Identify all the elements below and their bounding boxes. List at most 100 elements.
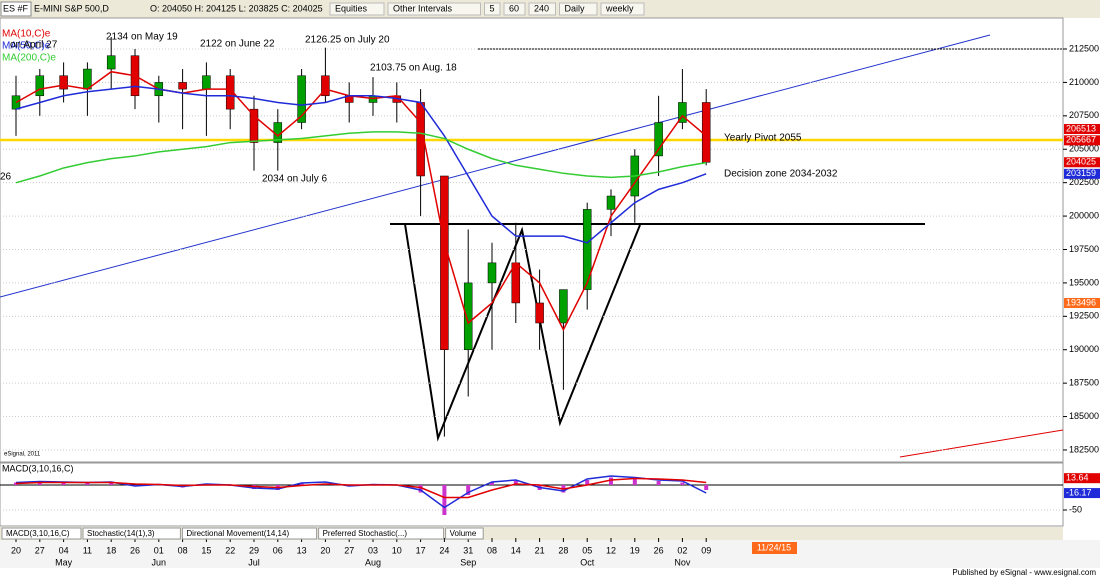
- toolbar-button[interactable]: [329, 2, 385, 16]
- price-label-box: [1064, 168, 1100, 179]
- tab-label: Volume: [450, 529, 477, 538]
- toolbar-button[interactable]: [503, 2, 526, 16]
- histogram-bar: [109, 483, 114, 485]
- x-tick-label: 14: [511, 545, 521, 555]
- annotation: 2126.25 on July 20: [305, 35, 390, 46]
- y-tick-label: 202500: [1069, 177, 1099, 187]
- candle-body: [559, 289, 568, 324]
- tab[interactable]: [1, 527, 82, 540]
- candle-body: [321, 75, 330, 97]
- x-tick-label: 28: [558, 545, 568, 555]
- candle-body: [297, 75, 306, 123]
- candle-body: [249, 108, 259, 143]
- histogram-bar: [442, 485, 447, 515]
- x-tick-label: 08: [487, 545, 497, 555]
- tab[interactable]: [82, 527, 181, 540]
- candle-body: [59, 75, 68, 90]
- w-pattern: [404, 223, 641, 442]
- x-tick-label: 29: [249, 545, 259, 555]
- main-panel: [0, 17, 1064, 463]
- month-label: Jun: [152, 557, 167, 567]
- toolbar-button[interactable]: [484, 2, 501, 16]
- x-tick-label: 27: [35, 545, 45, 555]
- month-label: Oct: [580, 557, 595, 567]
- y-tick-label: 200000: [1069, 210, 1099, 220]
- toolbar-button-label: 5: [490, 3, 495, 13]
- y-tick-label: 207500: [1069, 110, 1099, 120]
- histogram-bar: [632, 479, 637, 485]
- price-label: 206513: [1066, 123, 1096, 133]
- x-tick-label: 24: [439, 545, 449, 555]
- moving-average: [15, 70, 707, 332]
- toolbar-button[interactable]: [600, 2, 645, 16]
- legend-entry: MA(200,C)e: [2, 53, 56, 64]
- candle-body: [35, 75, 45, 97]
- x-tick-label: 09: [701, 545, 711, 555]
- month-label: Aug: [365, 557, 381, 567]
- x-tick-label: 08: [178, 545, 188, 555]
- x-tick-label: 04: [59, 545, 69, 555]
- x-axis-band: [0, 540, 1100, 568]
- x-tick-label: 13: [297, 545, 307, 555]
- x-tick-label: 01: [154, 545, 164, 555]
- toolbar-button[interactable]: [528, 2, 556, 16]
- x-tick-label: 22: [225, 545, 235, 555]
- candle-body: [202, 75, 211, 90]
- candle-body: [178, 82, 187, 90]
- price-label-box: [1064, 298, 1100, 309]
- annotation: 26: [0, 172, 12, 183]
- toolbar-button-label: Equities: [335, 3, 368, 13]
- tab[interactable]: [445, 527, 484, 540]
- x-tick-label: 11: [83, 545, 92, 555]
- y-tick-label: 192500: [1069, 311, 1099, 321]
- x-tick-label: 17: [416, 545, 426, 555]
- x-tick-label: 19: [630, 545, 640, 555]
- candle-body: [582, 209, 592, 290]
- x-tick-label: 02: [677, 545, 687, 555]
- x-tick-label: 31: [463, 545, 473, 555]
- date-box: [752, 542, 797, 554]
- panel-title: MACD(3,10,16,C): [2, 463, 74, 473]
- histogram-bar: [61, 482, 66, 485]
- price-label-box: [1064, 488, 1100, 499]
- tab[interactable]: [181, 527, 318, 540]
- candle-body: [654, 122, 663, 157]
- annotation: on April 27: [10, 40, 58, 51]
- y-tick-label: 187500: [1069, 378, 1099, 388]
- annotation: Decision zone 2034-2032: [724, 169, 838, 180]
- toolbar-button-label: weekly: [605, 3, 634, 13]
- candle-body: [440, 175, 449, 350]
- toolbar-button[interactable]: [387, 2, 481, 16]
- histogram-bar: [513, 481, 518, 485]
- y-tick-label: 197500: [1069, 244, 1099, 254]
- moving-average: [15, 131, 707, 184]
- price-label: 204025: [1066, 157, 1096, 167]
- month-label: Jul: [248, 557, 260, 567]
- footer: Published by eSignal - www.esignal.com: [952, 568, 1096, 577]
- price-label: 193496: [1066, 297, 1096, 307]
- toolbar-button[interactable]: [559, 2, 598, 16]
- x-tick-label: 05: [582, 545, 592, 555]
- symbol: ES #F: [3, 3, 29, 13]
- tab-label: Directional Movement(14,14): [186, 529, 289, 538]
- y-tick-label: -50: [1069, 504, 1082, 514]
- tab-label: MACD(3,10,16,C): [6, 529, 70, 538]
- toolbar-button-label: 60: [509, 3, 519, 13]
- annotation: 2034 on July 6: [262, 174, 327, 185]
- y-tick-label: 190000: [1069, 344, 1099, 354]
- y-tick-label: 182500: [1069, 444, 1099, 454]
- y-tick-label: 195000: [1069, 277, 1099, 287]
- y-tick-label: 185000: [1069, 411, 1099, 421]
- price-label: 13.64: [1066, 473, 1089, 483]
- x-tick-label: 15: [201, 545, 211, 555]
- histogram-bar: [609, 477, 613, 485]
- symbol-box: [0, 1, 32, 17]
- histogram-bar: [14, 482, 18, 485]
- tab[interactable]: [318, 527, 445, 540]
- x-tick-label: 10: [392, 545, 402, 555]
- legend-entry: MA(10,C)e: [2, 29, 51, 40]
- toolbar-button-label: Daily: [565, 3, 586, 13]
- tab-label: Stochastic(14(1),3): [87, 529, 155, 538]
